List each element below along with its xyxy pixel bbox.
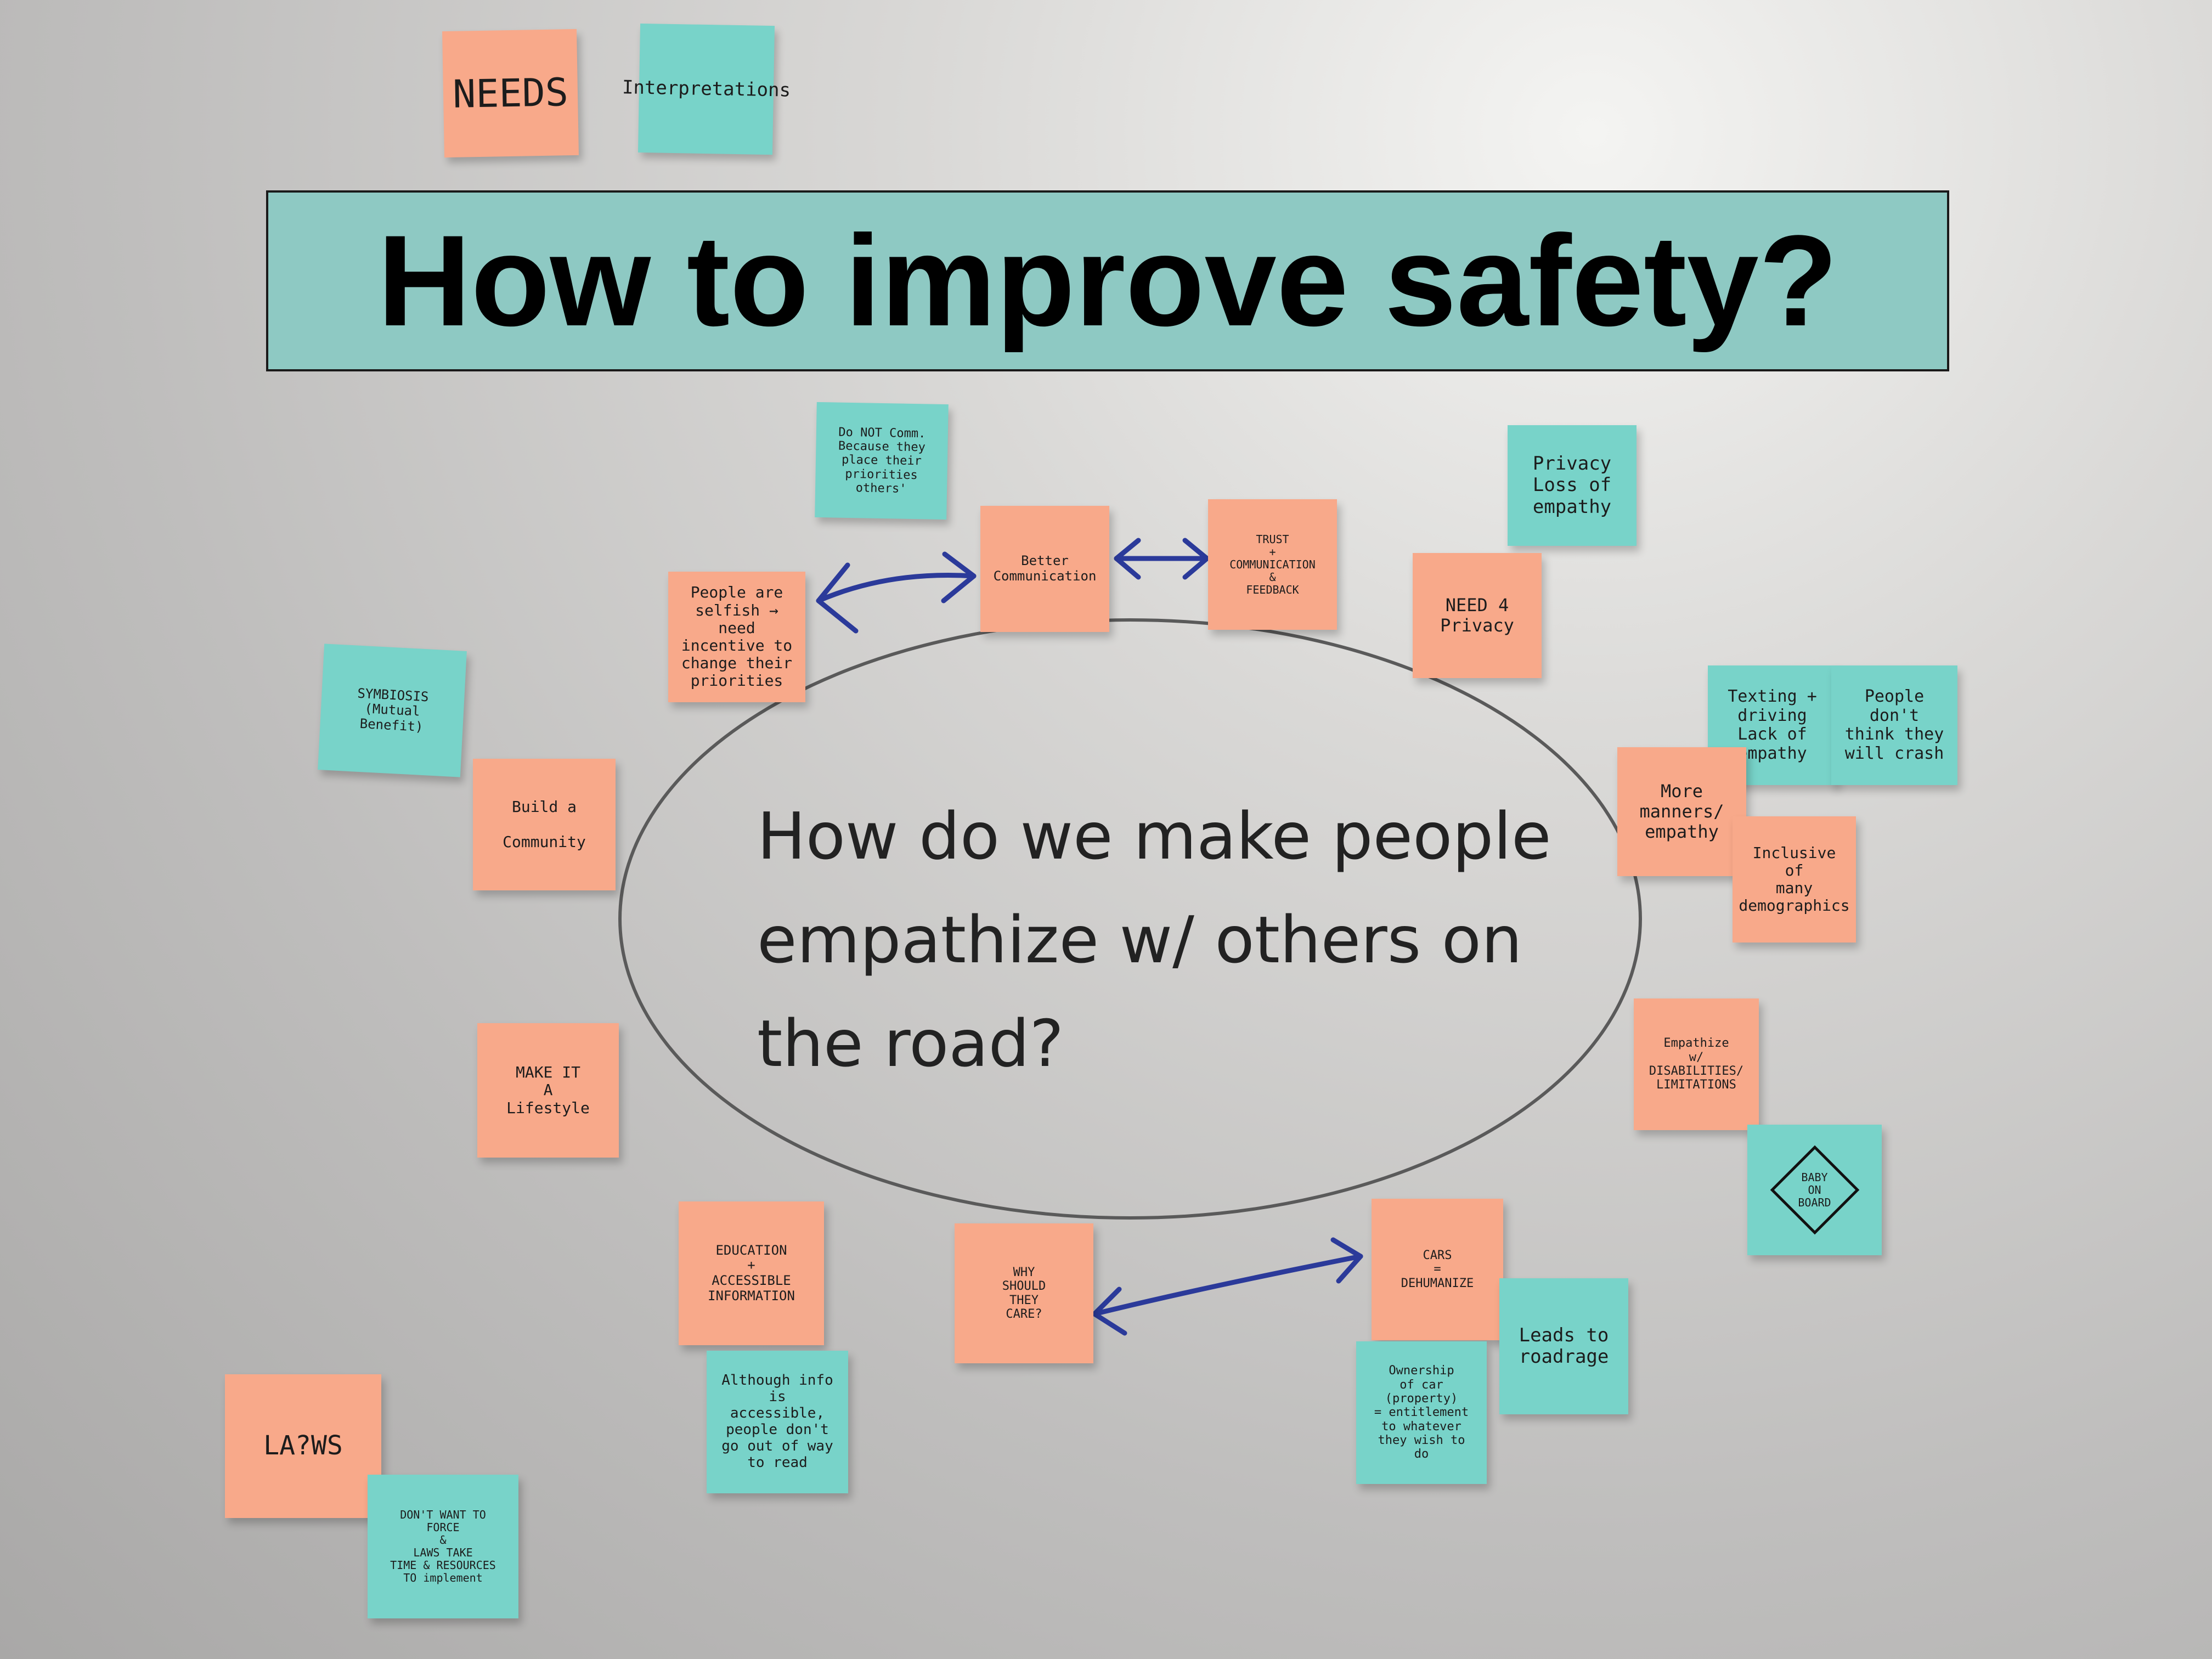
note-although-info: Although info is accessible, people don'… (707, 1351, 848, 1493)
title-banner-text: How to improve safety? (377, 208, 1838, 353)
note-baby-on-board: BABY ON BOARD (1747, 1125, 1882, 1255)
note-education: EDUCATION + ACCESSIBLE INFORMATION (679, 1201, 824, 1345)
note-empathize-disabilities: Empathize w/ DISABILITIES/ LIMITATIONS (1634, 998, 1759, 1130)
note-cars-dehumanize-text: CARS = DEHUMANIZE (1401, 1249, 1474, 1290)
note-better-communication-text: Better Communication (993, 553, 1097, 584)
note-symbiosis: SYMBIOSIS (Mutual Benefit) (318, 644, 467, 777)
note-trust: TRUST + COMMUNICATION & FEEDBACK (1208, 499, 1337, 630)
note-leads-roadrage: Leads to roadrage (1499, 1278, 1628, 1414)
note-laws-text: LA?WS (263, 1430, 343, 1462)
note-more-manners-text: More manners/ empathy (1639, 781, 1724, 842)
note-privacy-loss: Privacy Loss of empathy (1508, 425, 1637, 546)
note-dont-force: DON'T WANT TO FORCE & LAWS TAKE TIME & R… (368, 1475, 518, 1618)
note-texting-driving-text: Texting + driving Lack of empathy (1728, 687, 1817, 763)
note-need-privacy: NEED 4 Privacy (1413, 553, 1542, 678)
note-make-lifestyle-text: MAKE IT A Lifestyle (506, 1063, 590, 1117)
note-leads-roadrage-text: Leads to roadrage (1519, 1324, 1609, 1368)
double-arrow-communication-trust (1114, 538, 1210, 580)
note-people-dont-crash-text: People don't think they will crash (1844, 687, 1944, 763)
note-cars-dehumanize: CARS = DEHUMANIZE (1372, 1199, 1503, 1340)
note-make-lifestyle: MAKE IT A Lifestyle (477, 1023, 619, 1158)
note-education-text: EDUCATION + ACCESSIBLE INFORMATION (708, 1242, 795, 1304)
note-people-selfish-text: People are selfish → need incentive to c… (681, 583, 793, 690)
double-arrow-care-cars (1092, 1237, 1363, 1336)
note-inclusive-text: Inclusive of many demographics (1739, 843, 1850, 915)
note-people-selfish: People are selfish → need incentive to c… (668, 572, 805, 702)
note-although-info-text: Although info is accessible, people don'… (721, 1372, 833, 1471)
note-why-care-text: WHY SHOULD THEY CARE? (1002, 1265, 1046, 1321)
note-do-not-comm-text: Do NOT Comm. Because they place their pr… (838, 425, 926, 496)
note-symbiosis-text: SYMBIOSIS (Mutual Benefit) (357, 685, 430, 735)
note-texting-driving: Texting + driving Lack of empathy (1708, 665, 1837, 785)
note-better-communication: Better Communication (980, 506, 1109, 632)
note-trust-text: TRUST + COMMUNICATION & FEEDBACK (1229, 532, 1316, 596)
note-people-dont-crash: People don't think they will crash (1831, 665, 1957, 785)
note-privacy-loss-text: Privacy Loss of empathy (1532, 453, 1612, 518)
note-build-community-text: Build a Community (503, 797, 586, 851)
title-banner: How to improve safety? (266, 190, 1949, 371)
note-empathize-disabilities-text: Empathize w/ DISABILITIES/ LIMITATIONS (1649, 1036, 1744, 1092)
note-dont-force-text: DON'T WANT TO FORCE & LAWS TAKE TIME & R… (390, 1508, 496, 1584)
double-arrow-selfish-communication (816, 551, 977, 634)
note-ownership-text: Ownership of car (property) = entitlemen… (1374, 1364, 1469, 1462)
note-baby-on-board-text: BABY ON BOARD (1798, 1170, 1831, 1209)
note-inclusive: Inclusive of many demographics (1733, 816, 1856, 943)
note-laws: LA?WS (225, 1374, 381, 1518)
note-build-community: Build a Community (473, 759, 616, 890)
question-bubble-outline (618, 618, 1642, 1220)
note-do-not-comm: Do NOT Comm. Because they place their pr… (815, 402, 949, 520)
note-need-privacy-text: NEED 4 Privacy (1440, 595, 1514, 636)
note-why-care: WHY SHOULD THEY CARE? (955, 1223, 1093, 1363)
central-question: How do we make people empathize w/ other… (757, 798, 1551, 1081)
note-more-manners: More manners/ empathy (1617, 747, 1746, 876)
diamond-sign-icon (1770, 1145, 1860, 1235)
note-ownership: Ownership of car (property) = entitlemen… (1356, 1341, 1487, 1484)
